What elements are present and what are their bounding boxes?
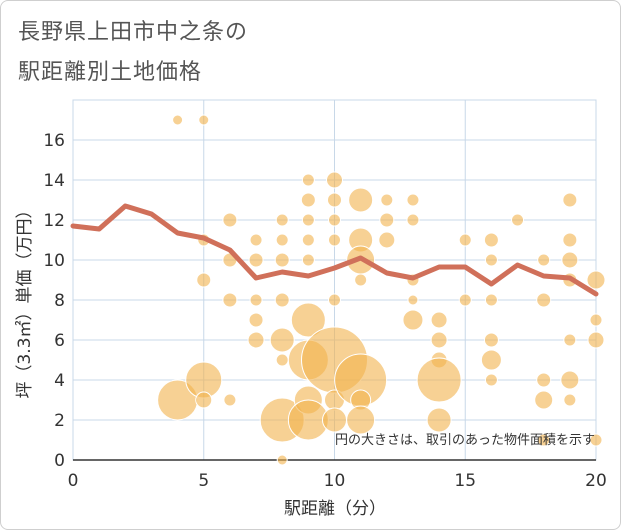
bubble-point bbox=[483, 332, 499, 348]
line-layer bbox=[70, 203, 599, 297]
bubble-point bbox=[484, 253, 498, 267]
y-tick-label: 16 bbox=[43, 131, 65, 151]
x-tick-label: 20 bbox=[585, 471, 607, 491]
bubble-layer bbox=[157, 114, 606, 466]
bubble-point bbox=[511, 213, 525, 227]
bubble-point bbox=[346, 405, 376, 435]
bubble-point bbox=[562, 192, 578, 208]
bubble-point bbox=[537, 433, 551, 447]
bubble-point bbox=[301, 213, 315, 227]
bubble-point bbox=[328, 213, 341, 227]
bubble-point bbox=[248, 252, 264, 268]
y-axis-title: 坪（3.3㎡）単価（万円） bbox=[15, 201, 35, 398]
x-axis-title: 駅距離（分） bbox=[284, 499, 386, 519]
bubble-point bbox=[247, 331, 265, 349]
bubble-point bbox=[328, 293, 341, 307]
bubble-point bbox=[586, 270, 606, 290]
bubble-point bbox=[563, 393, 577, 407]
bubble-point bbox=[563, 333, 577, 347]
chart-title-line2: 駅距離別土地価格 bbox=[18, 60, 203, 85]
bubble-point bbox=[406, 213, 420, 227]
bubble-point bbox=[380, 193, 394, 207]
bubble-point bbox=[327, 192, 342, 208]
bubble-point bbox=[274, 292, 290, 308]
bubble-point bbox=[458, 293, 472, 307]
chart-title-line1: 長野県上田市中之条の bbox=[18, 20, 249, 45]
bubble-point bbox=[537, 253, 551, 267]
bubble-point bbox=[484, 373, 498, 387]
bubble-point bbox=[326, 171, 343, 189]
bubble-point bbox=[274, 252, 290, 268]
bubble-point bbox=[562, 232, 578, 248]
bubble-point bbox=[223, 393, 237, 407]
x-tick-label: 0 bbox=[68, 471, 79, 491]
bubble-point bbox=[534, 390, 554, 410]
bubble-point bbox=[275, 353, 289, 367]
bubble-point bbox=[290, 302, 326, 338]
bubble-point bbox=[248, 312, 264, 328]
bubble-point bbox=[301, 173, 315, 187]
bubble-size-note: 円の大きさは、取引のあった物件面積を示す bbox=[335, 433, 595, 448]
bubble-point bbox=[430, 331, 448, 349]
bubble-point bbox=[348, 187, 374, 213]
bubble-point bbox=[379, 212, 395, 228]
bubble-point bbox=[536, 372, 552, 388]
bubble-point bbox=[328, 233, 341, 247]
bubble-point bbox=[589, 313, 603, 327]
bubble-point bbox=[354, 273, 368, 287]
bubble-point bbox=[483, 232, 499, 248]
bubble-point bbox=[275, 233, 289, 247]
bubble-point bbox=[300, 192, 316, 208]
bubble-point bbox=[301, 233, 315, 247]
bubble-point bbox=[276, 454, 288, 466]
bubble-point bbox=[275, 213, 289, 227]
bubble-point bbox=[196, 272, 212, 288]
bubble-point bbox=[589, 433, 603, 447]
bubble-point bbox=[430, 311, 448, 329]
bubble-point bbox=[301, 253, 315, 267]
average-price-line bbox=[70, 203, 599, 297]
bubble-point bbox=[484, 293, 498, 307]
bubble-point bbox=[480, 349, 502, 371]
bubble-point bbox=[426, 407, 452, 433]
bubble-point bbox=[172, 114, 184, 126]
bubble-point bbox=[378, 231, 396, 249]
bubble-point bbox=[536, 292, 552, 308]
bubble-point bbox=[249, 293, 263, 307]
bubble-point bbox=[406, 193, 420, 207]
bubble-point bbox=[402, 309, 424, 331]
y-tick-label: 12 bbox=[43, 211, 65, 231]
x-tick-label: 10 bbox=[324, 471, 346, 491]
y-tick-label: 4 bbox=[54, 371, 65, 391]
y-tick-label: 10 bbox=[43, 251, 65, 271]
x-tick-label: 15 bbox=[454, 471, 476, 491]
bubble-point bbox=[222, 292, 238, 308]
bubble-point bbox=[458, 233, 472, 247]
bubble-point bbox=[416, 357, 462, 403]
x-tick-label: 5 bbox=[198, 471, 209, 491]
bubble-point bbox=[407, 294, 419, 306]
bubble-point bbox=[322, 407, 347, 433]
bubble-point bbox=[195, 391, 213, 409]
tick-labels: 0 2 4 6 8 10 12 14 16 0 5 10 15 20 bbox=[43, 131, 606, 491]
y-tick-label: 0 bbox=[54, 451, 65, 471]
bubble-point bbox=[249, 233, 263, 247]
bubble-point bbox=[222, 212, 238, 228]
y-tick-label: 6 bbox=[54, 331, 65, 351]
bubble-point bbox=[561, 251, 579, 269]
y-tick-label: 14 bbox=[43, 171, 65, 191]
bubble-point bbox=[269, 327, 295, 353]
y-tick-label: 8 bbox=[54, 291, 65, 311]
y-tick-label: 2 bbox=[54, 411, 65, 431]
bubble-point bbox=[198, 114, 210, 126]
bubble-point bbox=[560, 370, 580, 390]
bubble-point bbox=[587, 331, 605, 349]
